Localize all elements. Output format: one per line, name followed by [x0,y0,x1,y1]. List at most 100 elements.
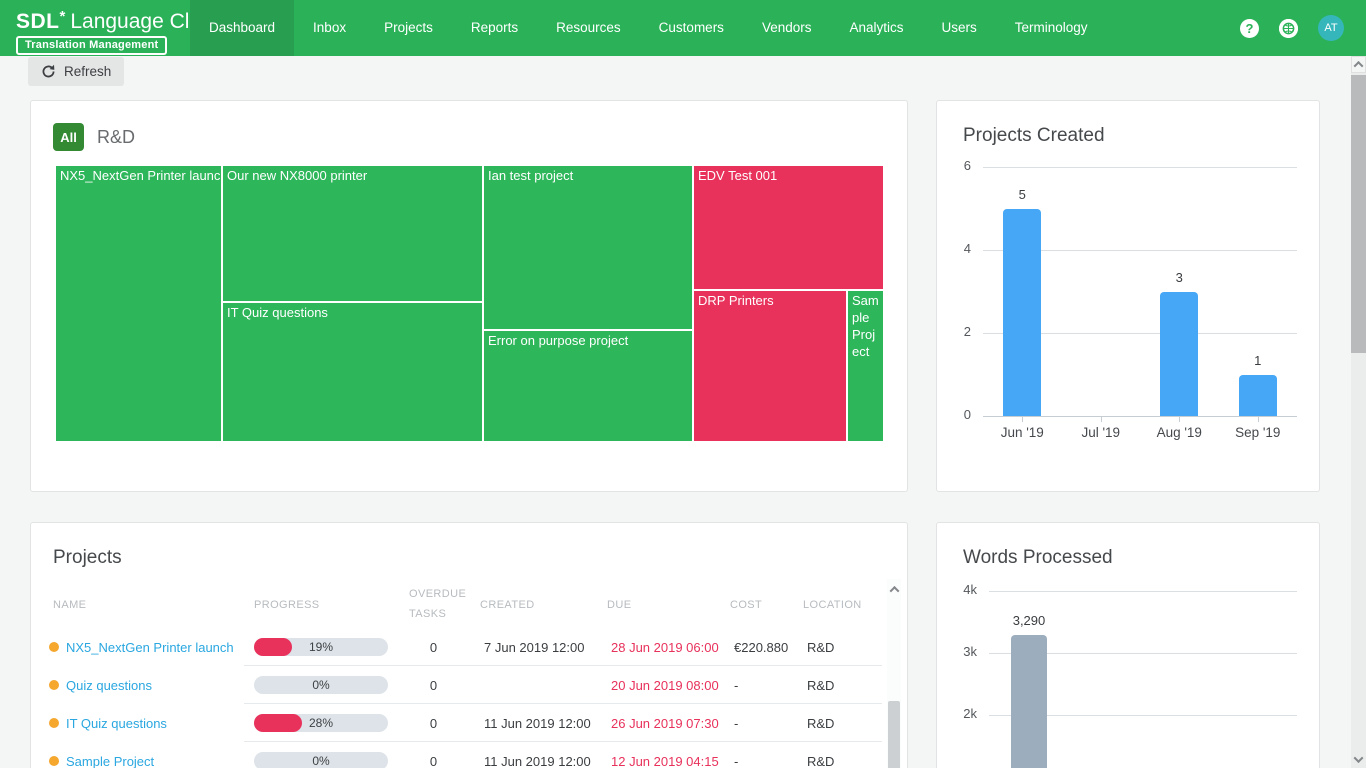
table-scroll-up-button[interactable] [887,581,901,597]
gridline [983,416,1297,417]
treemap-tile[interactable]: Ian test project [484,166,692,329]
refresh-button[interactable]: Refresh [28,57,125,86]
bar-words-processed[interactable] [1011,635,1047,768]
project-name-link[interactable]: Sample Project [66,753,155,768]
top-nav-bar: SDL* Language Cloud Translation Managemen… [0,0,1366,56]
gridline [983,250,1297,251]
nav-item-vendors[interactable]: Vendors [761,20,812,35]
treemap-tile[interactable]: Sample Project [848,291,883,441]
project-status-dot-icon [49,718,59,728]
cost-cell: - [734,715,739,731]
table-row[interactable]: NX5_NextGen Printer launch 19% 0 7 Jun 2019… [31,628,882,666]
treemap-tile[interactable]: IT Quiz questions [223,303,482,441]
translation-management-badge: Translation Management [16,36,168,55]
page-scroll-down-button[interactable] [1351,751,1366,768]
nav-item-users[interactable]: Users [941,20,977,35]
treemap-tile[interactable]: EDV Test 001 [694,166,883,289]
help-icon[interactable]: ? [1240,18,1259,38]
nav-item-inbox[interactable]: Inbox [313,20,347,35]
column-header-location: LOCATION [803,598,862,611]
project-status-dot-icon [49,756,59,766]
progress-percent-label: 0% [312,678,330,692]
y-axis-tick-label: 6 [963,158,971,173]
y-axis-tick-label: 4k [963,582,977,597]
y-axis-tick-label: 2k [963,706,977,721]
globe-icon[interactable] [1279,18,1298,38]
nav-item-resources[interactable]: Resources [556,20,621,35]
table-row[interactable]: IT Quiz questions 28% 0 11 Jun 2019 12:00 26… [31,704,882,742]
created-date-cell: 7 Jun 2019 12:00 [484,639,585,655]
bar-Aug '19[interactable] [1160,291,1199,416]
projects-created-title: Projects Created [963,125,1105,146]
treemap-tile[interactable]: NX5_NextGen Printer launch [56,166,221,441]
progress-cell: 28% [244,714,398,732]
column-header-name: NAME [53,598,87,611]
treemap-tile-label: Our new NX8000 printer [227,168,368,183]
projects-created-plot: 0 2 4 6 5 Jun '19 Jul '19 3 Aug '19 1 Sep '19 [964,158,1297,440]
projects-table-title: Projects [53,547,122,568]
page-scrollbar[interactable] [1351,56,1366,768]
nav-item-customers[interactable]: Customers [658,20,724,35]
nav-item-reports[interactable]: Reports [470,20,519,35]
table-row[interactable]: Sample Project 0% 0 11 Jun 2019 12:00 12 Jun… [31,742,882,768]
table-body: NX5_NextGen Printer launch 19% 0 7 Jun 2019… [31,628,882,768]
nav-right-icons: ? AT [1240,0,1344,56]
due-date-cell: 26 Jun 2019 07:30 [611,715,719,731]
nav-item-projects[interactable]: Projects [384,20,433,35]
treemap-tile-label: Sample Project [852,293,879,359]
treemap-tile-label: DRP Printers [698,293,774,308]
column-header-created: CREATED [480,598,535,611]
treemap-tile-label: NX5_NextGen Printer launch [60,168,221,183]
y-axis-tick-label: 0 [963,407,971,422]
table-scrollbar-thumb[interactable] [888,701,900,768]
progress-bar-track: 0% [254,752,388,768]
gridline [983,333,1297,334]
nav-item-dashboard[interactable]: Dashboard [190,0,295,56]
location-cell: R&D [807,677,835,693]
project-name-link[interactable]: Quiz questions [66,677,152,693]
x-axis-tick-mark [1100,416,1102,422]
due-date-cell: 12 Jun 2019 04:15 [611,753,719,768]
project-name-link[interactable]: IT Quiz questions [66,715,167,731]
page-scrollbar-thumb[interactable] [1351,75,1366,353]
nav-item-terminology[interactable]: Terminology [1014,20,1088,35]
created-date-cell: 11 Jun 2019 12:00 [484,753,591,768]
bar-Jun '19[interactable] [1003,208,1042,416]
table-scrollbar[interactable] [887,579,901,768]
chevron-up-icon [1353,60,1364,71]
y-axis-tick-label: 4 [963,241,971,256]
project-name-link[interactable]: NX5_NextGen Printer launch [66,639,234,655]
overdue-tasks-cell: 0 [429,677,438,693]
refresh-label: Refresh [64,64,112,79]
bar-Sep '19[interactable] [1238,374,1277,416]
nav-items: Dashboard Inbox Projects Reports Resources Cu… [190,0,1107,56]
logo-sdl: SDL [16,10,60,33]
x-axis-tick-label: Jun '19 [1000,425,1044,440]
words-processed-title: Words Processed [963,547,1113,568]
y-axis-tick-label: 3k [963,644,977,659]
user-avatar[interactable]: AT [1318,15,1344,41]
progress-cell: 19% [244,638,398,656]
column-header-cost: COST [730,598,763,611]
treemap-tile[interactable]: DRP Printers [694,291,846,441]
filter-all-badge[interactable]: All [53,123,84,151]
project-status-dot-icon [49,642,59,652]
help-glyph: ? [1245,20,1254,36]
overdue-tasks-cell: 0 [429,715,438,731]
progress-bar-track: 0% [254,676,388,694]
treemap-tile-label: EDV Test 001 [698,168,778,183]
x-axis-tick-label: Sep '19 [1235,425,1281,440]
logo-text: SDL* Language Cloud [16,5,224,34]
projects-created-card: Projects Created 0 2 4 6 5 Jun '19 Jul '19 3 Aug… [936,100,1320,492]
logo-product: Language Cloud [70,10,225,33]
brand-logo[interactable]: SDL* Language Cloud Translation Managemen… [0,0,224,56]
page-scroll-up-button[interactable] [1351,56,1366,73]
table-row[interactable]: Quiz questions 0% 0 20 Jun 2019 08:00- R&D [31,666,882,704]
bar-value-label: 5 [1018,186,1026,202]
chevron-up-icon [889,585,899,596]
nav-item-analytics[interactable]: Analytics [849,20,904,35]
treemap-tile[interactable]: Our new NX8000 printer [223,166,482,301]
location-cell: R&D [807,639,835,655]
x-axis-tick-mark [1257,416,1259,422]
treemap-tile[interactable]: Error on purpose project [484,331,692,441]
